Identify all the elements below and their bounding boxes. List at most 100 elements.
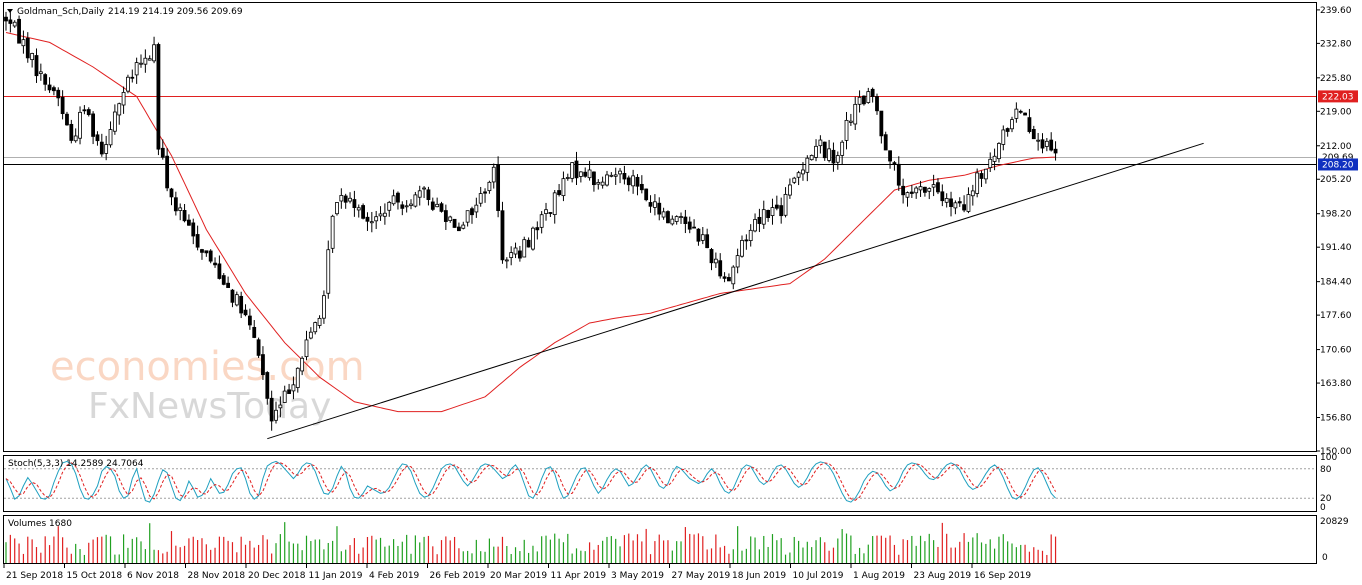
candle-down	[923, 186, 927, 193]
price-tick-label: 184.40	[1320, 278, 1352, 288]
stoch-label: Stoch(5,3,3) 14.2589 24.7064	[8, 459, 144, 469]
candle-down	[862, 95, 866, 105]
candle-up	[809, 154, 814, 161]
candle-up	[1001, 129, 1006, 145]
dropdown-triangle-icon[interactable]	[7, 9, 13, 13]
candle-up	[304, 339, 309, 358]
stoch-level-label: 80	[1320, 465, 1332, 475]
candle-up	[387, 201, 392, 211]
candle-down	[25, 37, 30, 59]
candle-down	[683, 216, 688, 224]
candle-up	[944, 198, 949, 203]
candle-up	[618, 170, 622, 175]
candle-up	[561, 178, 566, 197]
candle-up	[126, 76, 130, 92]
price-tick-label: 163.80	[1320, 379, 1352, 389]
candle-down	[247, 315, 252, 326]
candle-up	[487, 181, 492, 192]
candle-up	[988, 158, 993, 169]
candle-up	[178, 207, 183, 211]
candle-down	[496, 164, 501, 211]
candle-down	[822, 141, 827, 159]
candle-down	[979, 173, 984, 179]
candle-down	[727, 277, 731, 282]
candle-up	[465, 210, 470, 223]
candle-down	[365, 216, 370, 222]
candle-up	[513, 247, 518, 255]
candle-down	[1005, 128, 1010, 132]
candle-up	[600, 181, 605, 186]
candle-up	[117, 103, 122, 116]
candle-up	[1036, 139, 1041, 142]
chart-header: Goldman_Sch,Daily 214.19 214.19 209.56 2…	[7, 7, 243, 17]
candle-down	[1023, 112, 1027, 116]
candle-down	[949, 198, 953, 207]
candle-up	[147, 58, 152, 61]
candle-up	[504, 259, 509, 262]
candle-up	[139, 62, 143, 65]
ohlc-values: 214.19 214.19 209.56 209.69	[108, 7, 243, 17]
candle-up	[509, 252, 514, 258]
candle-up	[461, 224, 466, 229]
candle-up	[369, 221, 374, 224]
volume-bars: 20829 0	[5, 517, 1349, 563]
candle-down	[774, 204, 779, 209]
candle-up	[21, 39, 26, 47]
candle-up	[330, 215, 335, 249]
candle-up	[108, 129, 113, 146]
time-tick-label: 21 Sep 2018	[6, 571, 63, 581]
watermark-logo: economies.com FxNewsToday	[50, 344, 365, 427]
candle-up	[300, 357, 305, 372]
candle-up	[761, 209, 766, 225]
candle-down	[443, 210, 448, 222]
candle-up	[805, 157, 810, 173]
candle-down	[457, 226, 461, 232]
candle-down	[69, 123, 74, 141]
candle-up	[735, 255, 740, 268]
price-tick-label: 239.60	[1320, 6, 1352, 16]
candle-down	[361, 205, 366, 219]
candle-up	[348, 197, 352, 202]
candle-down	[47, 84, 52, 91]
candle-down	[648, 202, 653, 207]
candle-down	[213, 262, 217, 266]
candle-down	[182, 210, 187, 222]
candle-down	[217, 263, 222, 279]
price-tick-label: 177.60	[1320, 311, 1352, 321]
candle-up	[308, 331, 313, 339]
candle-up	[740, 240, 744, 257]
candle-up	[491, 166, 496, 183]
svg-text:FxNewsToday: FxNewsToday	[88, 386, 331, 427]
candle-down	[287, 389, 291, 394]
candle-up	[409, 203, 413, 206]
candle-up	[274, 409, 278, 421]
candle-up	[613, 174, 618, 177]
candles	[4, 11, 1058, 431]
time-tick-label: 27 May 2019	[672, 571, 731, 581]
candle-down	[766, 210, 771, 219]
symbol-label: Goldman_Sch,Daily	[17, 7, 105, 17]
trendline[interactable]	[267, 142, 1204, 440]
candle-down	[8, 19, 13, 24]
stoch-signal-line	[5, 462, 1057, 501]
candle-up	[605, 174, 609, 186]
candle-down	[269, 397, 274, 422]
stoch-level-label: 100	[1320, 453, 1337, 463]
candle-up	[918, 186, 923, 191]
candle-down	[705, 234, 710, 249]
candle-down	[165, 155, 170, 189]
candle-down	[583, 171, 588, 177]
candle-up	[700, 234, 705, 241]
candle-up	[356, 207, 361, 211]
candle-down	[1018, 110, 1023, 113]
price-tag-bg	[1318, 158, 1358, 171]
candle-up	[339, 195, 344, 202]
price-tick-label: 219.00	[1320, 107, 1352, 117]
candle-up	[12, 21, 17, 27]
candle-down	[831, 149, 836, 164]
candle-up	[1014, 108, 1019, 119]
candle-up	[422, 187, 426, 190]
candle-down	[639, 183, 644, 191]
candle-up	[975, 172, 980, 194]
candle-down	[1053, 148, 1058, 154]
